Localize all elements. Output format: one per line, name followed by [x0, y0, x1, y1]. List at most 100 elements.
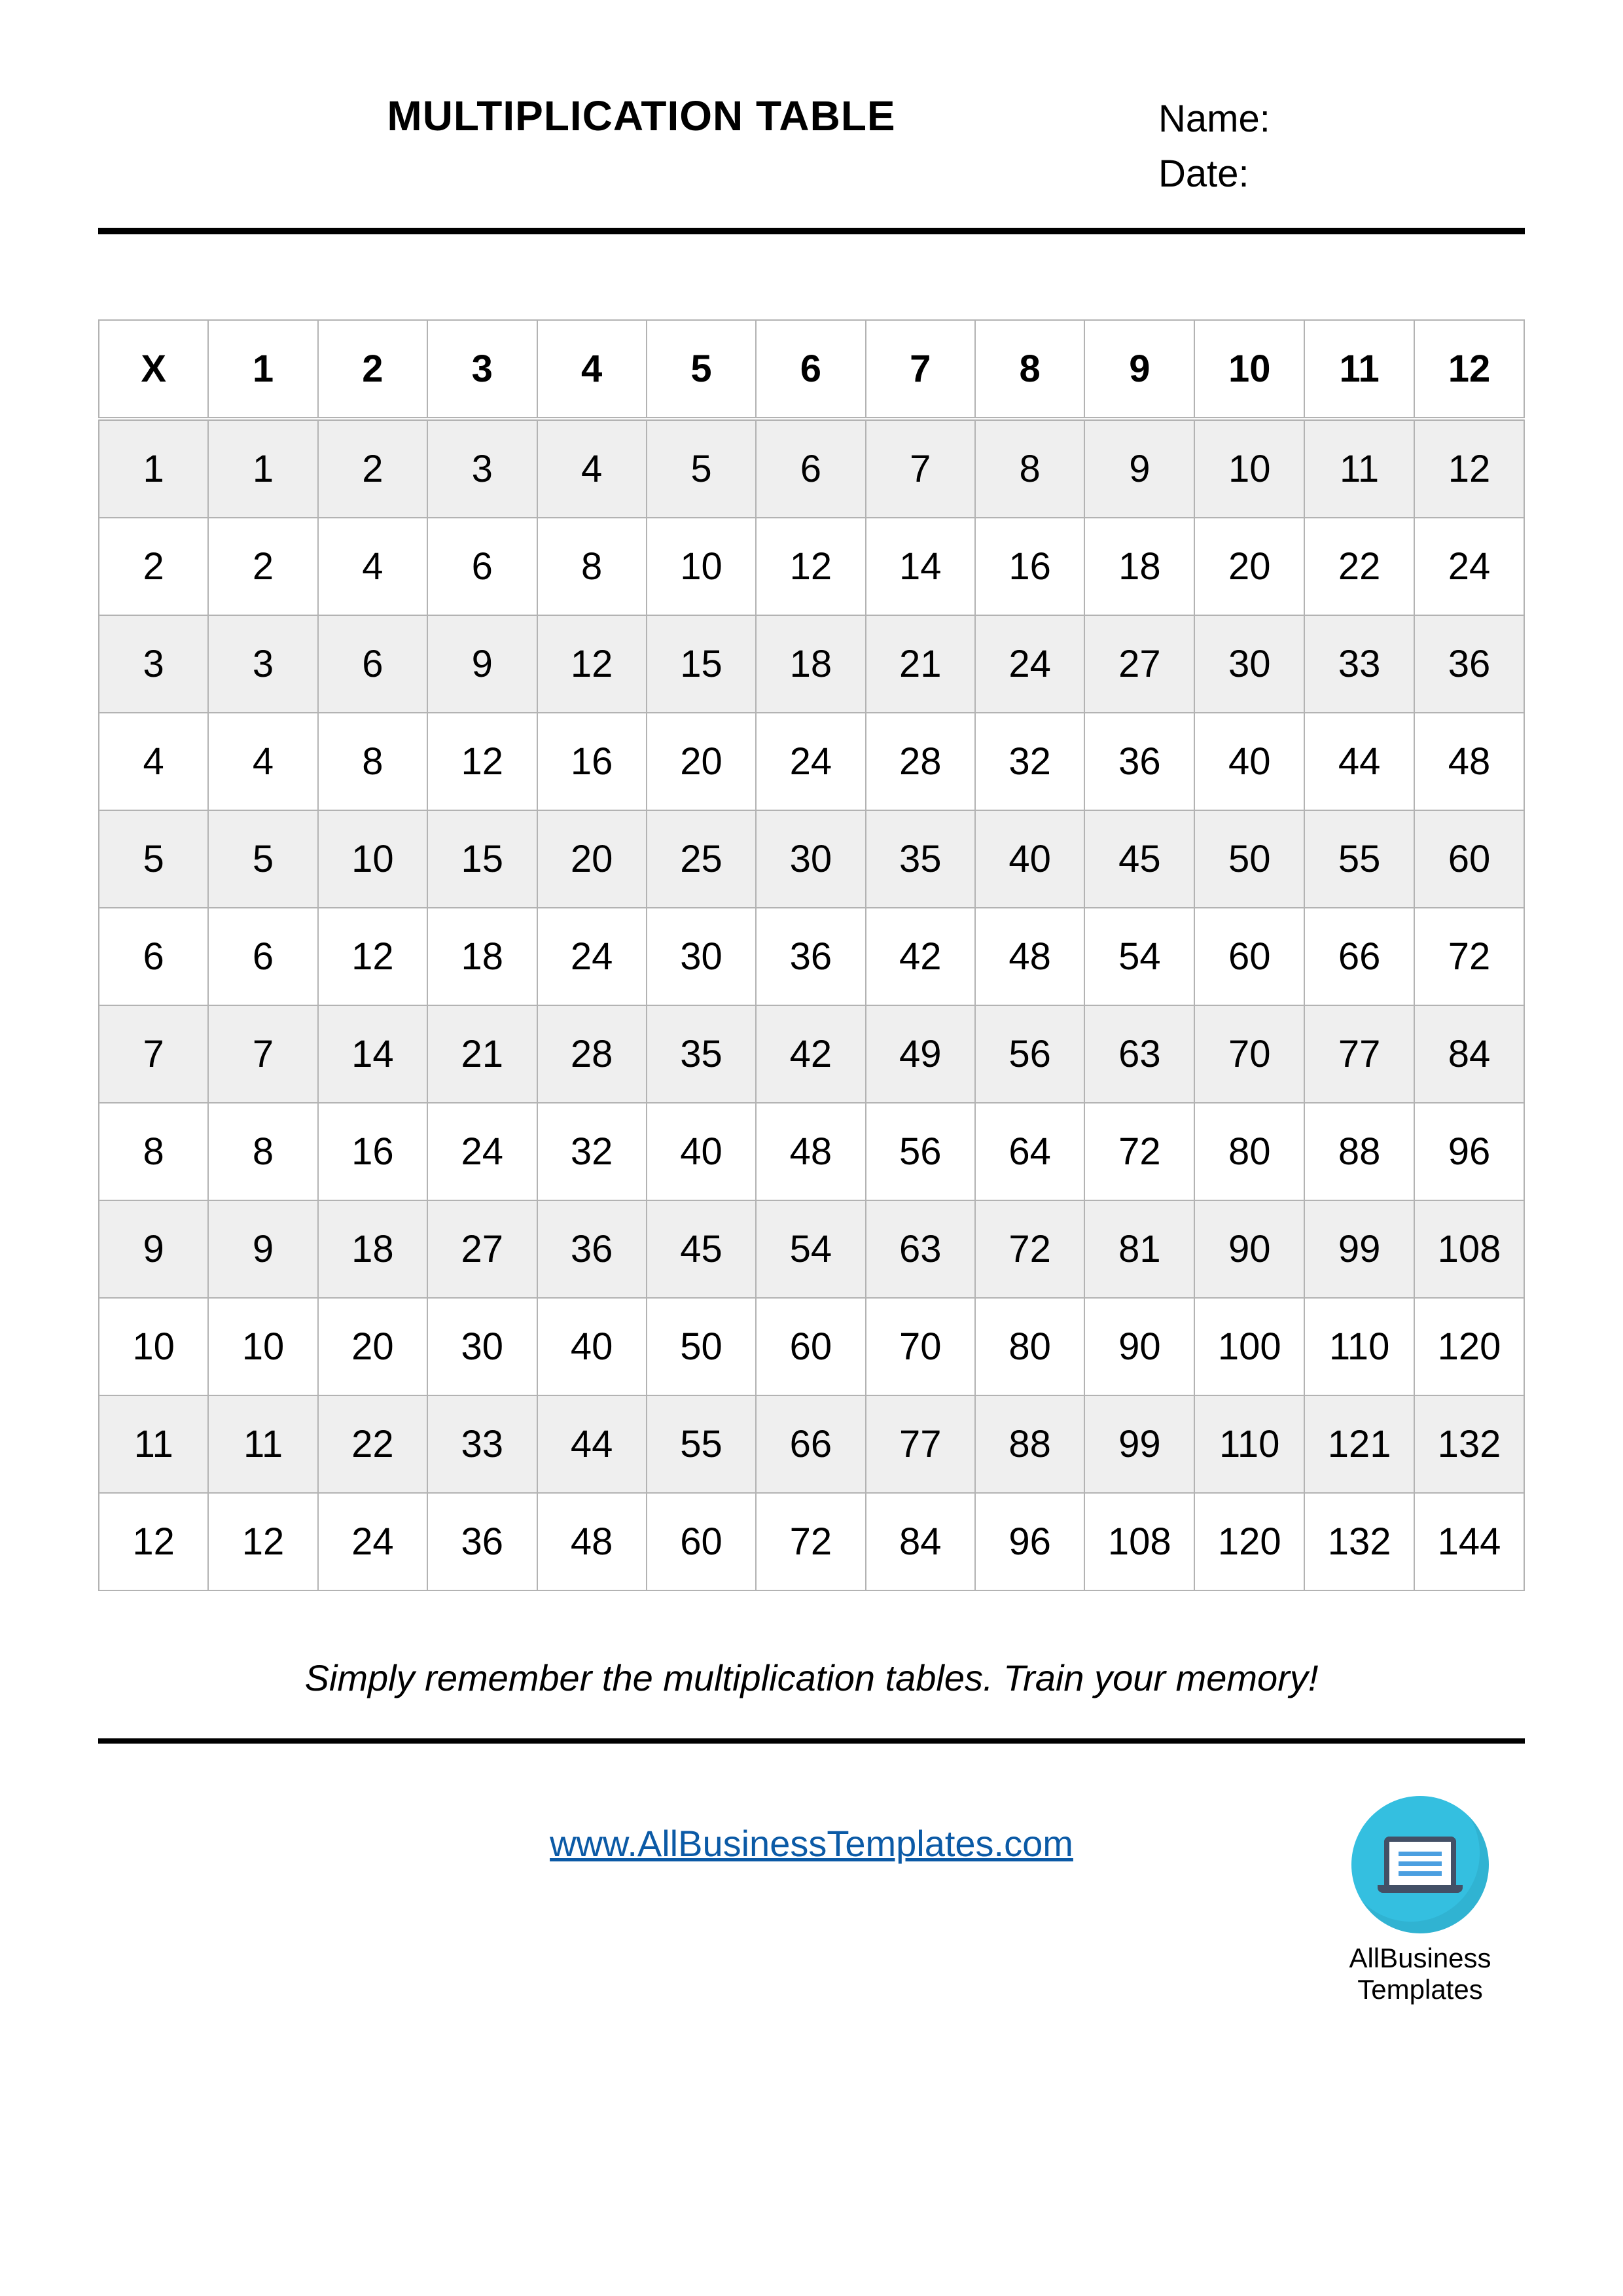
cell: 10 — [318, 810, 427, 908]
col-header: 5 — [647, 320, 756, 419]
cell: 36 — [1414, 615, 1524, 713]
cell: 84 — [1414, 1005, 1524, 1103]
cell: 88 — [1304, 1103, 1414, 1200]
cell: 2 — [208, 518, 317, 615]
cell: 30 — [647, 908, 756, 1005]
col-header: 9 — [1084, 320, 1194, 419]
cell: 63 — [866, 1200, 975, 1298]
cell: 77 — [1304, 1005, 1414, 1103]
cell: 9 — [427, 615, 537, 713]
cell: 6 — [427, 518, 537, 615]
cell: 60 — [1194, 908, 1304, 1005]
table-row: 224681012141618202224 — [99, 518, 1524, 615]
cell: 60 — [1414, 810, 1524, 908]
cell: 16 — [318, 1103, 427, 1200]
cell: 12 — [1414, 419, 1524, 518]
row-header: 1 — [99, 419, 208, 518]
cell: 110 — [1194, 1395, 1304, 1493]
col-header: 8 — [975, 320, 1084, 419]
col-header: 2 — [318, 320, 427, 419]
cell: 96 — [1414, 1103, 1524, 1200]
cell: 6 — [208, 908, 317, 1005]
cell: 132 — [1414, 1395, 1524, 1493]
col-header: 6 — [756, 320, 865, 419]
row-header: 11 — [99, 1395, 208, 1493]
cell: 30 — [427, 1298, 537, 1395]
cell: 36 — [1084, 713, 1194, 810]
cell: 11 — [208, 1395, 317, 1493]
cell: 3 — [208, 615, 317, 713]
date-label: Date: — [1158, 147, 1499, 202]
table-row: 9918273645546372819099108 — [99, 1200, 1524, 1298]
cell: 40 — [1194, 713, 1304, 810]
row-header: 8 — [99, 1103, 208, 1200]
cell: 66 — [756, 1395, 865, 1493]
col-header: 10 — [1194, 320, 1304, 419]
cell: 10 — [1194, 419, 1304, 518]
cell: 20 — [1194, 518, 1304, 615]
cell: 8 — [208, 1103, 317, 1200]
row-header: 2 — [99, 518, 208, 615]
cell: 48 — [1414, 713, 1524, 810]
cell: 9 — [1084, 419, 1194, 518]
cell: 6 — [756, 419, 865, 518]
row-header: 12 — [99, 1493, 208, 1590]
cell: 24 — [1414, 518, 1524, 615]
table-row: 881624324048566472808896 — [99, 1103, 1524, 1200]
cell: 20 — [318, 1298, 427, 1395]
cell: 14 — [866, 518, 975, 615]
top-rule — [98, 228, 1525, 234]
cell: 32 — [537, 1103, 647, 1200]
table-row: 3369121518212427303336 — [99, 615, 1524, 713]
cell: 100 — [1194, 1298, 1304, 1395]
cell: 24 — [975, 615, 1084, 713]
row-header: 6 — [99, 908, 208, 1005]
cell: 55 — [1304, 810, 1414, 908]
cell: 35 — [647, 1005, 756, 1103]
cell: 33 — [427, 1395, 537, 1493]
cell: 45 — [647, 1200, 756, 1298]
cell: 2 — [318, 419, 427, 518]
table-row: 661218243036424854606672 — [99, 908, 1524, 1005]
cell: 56 — [975, 1005, 1084, 1103]
col-header: 7 — [866, 320, 975, 419]
brand-badge: AllBusiness Templates — [1329, 1796, 1512, 2006]
row-header: 5 — [99, 810, 208, 908]
cell: 27 — [1084, 615, 1194, 713]
cell: 4 — [318, 518, 427, 615]
cell: 132 — [1304, 1493, 1414, 1590]
cell: 27 — [427, 1200, 537, 1298]
cell: 12 — [208, 1493, 317, 1590]
cell: 50 — [1194, 810, 1304, 908]
cell: 4 — [537, 419, 647, 518]
footer-url-link[interactable]: www.AllBusinessTemplates.com — [550, 1822, 1073, 1865]
cell: 84 — [866, 1493, 975, 1590]
row-header: 10 — [99, 1298, 208, 1395]
cell: 54 — [756, 1200, 865, 1298]
header: MULTIPLICATION TABLE Name: Date: — [98, 92, 1525, 221]
cell: 24 — [318, 1493, 427, 1590]
cell: 28 — [537, 1005, 647, 1103]
cell: 77 — [866, 1395, 975, 1493]
cell: 44 — [537, 1395, 647, 1493]
cell: 8 — [318, 713, 427, 810]
cell: 40 — [647, 1103, 756, 1200]
cell: 4 — [208, 713, 317, 810]
cell: 90 — [1194, 1200, 1304, 1298]
table-row: 11112233445566778899110121132 — [99, 1395, 1524, 1493]
footer: www.AllBusinessTemplates.com AllBusiness… — [98, 1822, 1525, 1865]
cell: 40 — [975, 810, 1084, 908]
table-row: 44812162024283236404448 — [99, 713, 1524, 810]
row-header: 4 — [99, 713, 208, 810]
cell: 72 — [975, 1200, 1084, 1298]
cell: 72 — [756, 1493, 865, 1590]
cell: 35 — [866, 810, 975, 908]
cell: 80 — [1194, 1103, 1304, 1200]
cell: 5 — [647, 419, 756, 518]
cell: 22 — [1304, 518, 1414, 615]
cell: 88 — [975, 1395, 1084, 1493]
table-row: 10102030405060708090100110120 — [99, 1298, 1524, 1395]
cell: 6 — [318, 615, 427, 713]
row-header: 3 — [99, 615, 208, 713]
table-row: 771421283542495663707784 — [99, 1005, 1524, 1103]
